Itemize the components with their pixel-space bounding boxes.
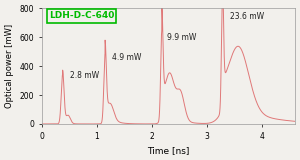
X-axis label: Time [ns]: Time [ns] [147, 146, 190, 155]
Y-axis label: Optical power [mW]: Optical power [mW] [5, 24, 14, 108]
Text: 23.6 mW: 23.6 mW [230, 12, 264, 21]
Text: 2.8 mW: 2.8 mW [70, 71, 100, 80]
Text: LDH-D-C-640: LDH-D-C-640 [49, 11, 114, 20]
Text: 4.9 mW: 4.9 mW [112, 53, 142, 62]
Text: 9.9 mW: 9.9 mW [167, 33, 197, 42]
